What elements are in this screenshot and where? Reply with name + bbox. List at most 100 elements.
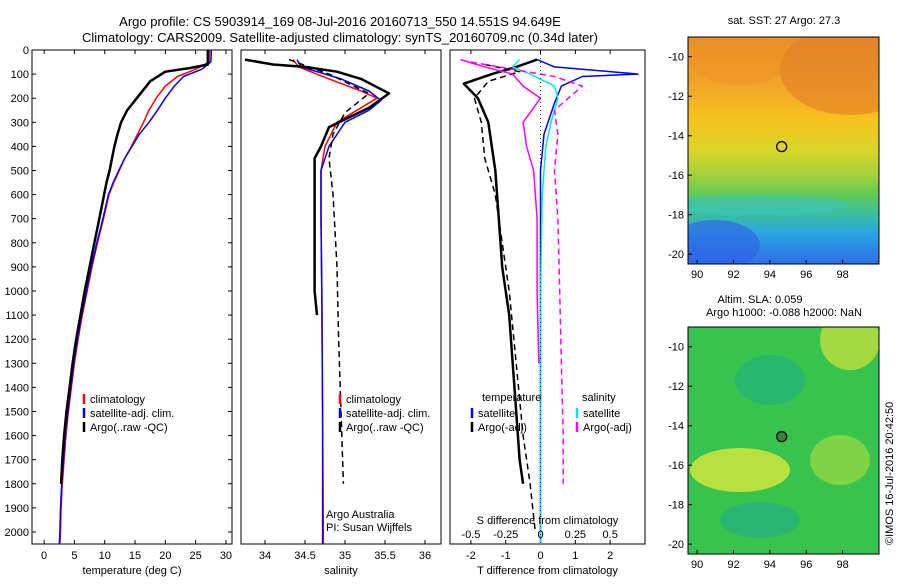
difference-series-line (460, 58, 542, 364)
depth-tick-label: 600 (11, 190, 29, 202)
sla-low-patch-2 (720, 502, 800, 538)
sla-high-patch-2 (690, 448, 790, 492)
depth-tick-label: 1800 (5, 479, 29, 491)
salinity-series-line (296, 59, 382, 544)
sla-low-patch (735, 355, 805, 405)
salinity-xtick-label: 35 (339, 550, 351, 562)
sst-warm-patch-2 (690, 37, 790, 85)
sst-map-ytick-label: -10 (668, 52, 684, 64)
sla-map-ytick-label: -14 (668, 421, 684, 433)
sst-map-frame (687, 36, 880, 265)
temperature-panel: 0100200300400500600700800900100011001200… (5, 45, 233, 577)
temperature-xlabel: temperature (deg C) (82, 565, 181, 577)
depth-tick-label: 700 (11, 214, 29, 226)
sal-legend-label: Argo(..raw -QC) (346, 422, 424, 434)
diff-legend-right-title: salinity (582, 392, 616, 404)
difference-xtick-label: -2 (466, 550, 476, 562)
depth-tick-label: 1500 (5, 406, 29, 418)
temperature-xtick-label: 0 (41, 550, 47, 562)
depth-tick-label: 0 (23, 45, 29, 57)
salinity-series-line (288, 58, 370, 484)
sla-map-ytick-label: -16 (668, 460, 684, 472)
sla-map-title1: Altim. SLA: 0.059 (718, 294, 803, 306)
diff-s-tick-label: -0.25 (493, 529, 518, 541)
diff-legend-label: satellite (478, 408, 515, 420)
sla-high-patch (820, 327, 879, 370)
depth-tick-label: 200 (11, 93, 29, 105)
sst-map-xtick-label: 92 (727, 269, 739, 281)
diff-legend-label: Argo(-adj) (583, 422, 632, 434)
temperature-axes-frame (31, 49, 233, 545)
sla-map-axes: 90 92 94 96 98 -10 -12 -14 -16 -18 -20 (668, 326, 880, 571)
diff-s-xlabel: S difference from climatology (477, 515, 619, 527)
diff-legend-left-title: temperature (482, 392, 541, 404)
sla-map-xtick-label: 94 (764, 559, 776, 571)
sla-high-patch-3 (810, 435, 870, 485)
sla-map-xtick-label: 98 (836, 559, 848, 571)
sla-argo-marker (776, 430, 788, 443)
sla-map-xtick-label: 96 (800, 559, 812, 571)
diff-s-tick-label: 0 (537, 529, 543, 541)
sst-cyan-patch (688, 195, 850, 215)
temperature-xtick-label: 10 (99, 550, 111, 562)
salinity-axes-frame (240, 49, 442, 545)
temperature-xtick-label: 20 (159, 550, 171, 562)
depth-tick-label: 900 (11, 262, 29, 274)
sla-map (688, 327, 879, 554)
difference-series-line (473, 63, 537, 533)
salinity-xtick-label: 34.5 (294, 550, 315, 562)
depth-tick-label: 400 (11, 141, 29, 153)
sst-warm-patch (780, 37, 879, 115)
temperature-xtick-label: 30 (220, 550, 232, 562)
sst-map-xtick-label: 90 (691, 269, 703, 281)
diff-s-tick-label: 0.5 (603, 529, 618, 541)
sst-map-ytick-label: -14 (668, 131, 684, 143)
temperature-xtick-label: 5 (71, 550, 77, 562)
depth-tick-label: 1200 (5, 334, 29, 346)
difference-xtick-label: 1 (572, 550, 578, 562)
depth-tick-label: 800 (11, 238, 29, 250)
temp-legend-label: satellite-adj. clim. (90, 408, 174, 420)
difference-xlabel: T difference from climatology (477, 565, 618, 577)
sla-map-ytick-label: -10 (668, 342, 684, 354)
sst-argo-marker (776, 140, 788, 153)
depth-tick-label: 1600 (5, 431, 29, 443)
salinity-panel: 34 34.5 35 35.5 36 salinity climatology satelli… (240, 49, 442, 577)
sst-cool-patch (688, 220, 760, 264)
sst-map-xtick-label: 94 (764, 269, 776, 281)
depth-tick-label: 1000 (5, 286, 29, 298)
depth-tick-label: 1900 (5, 503, 29, 515)
sla-map-ytick-label: -20 (668, 539, 684, 551)
sla-map-title2: Argo h1000: -0.088 h2000: NaN (706, 307, 862, 319)
temperature-xtick-label: 25 (190, 550, 202, 562)
header-line1: Argo profile: CS 5903914_169 08-Jul-2016… (119, 14, 561, 29)
depth-tick-label: 1300 (5, 358, 29, 370)
depth-tick-label: 1100 (5, 310, 29, 322)
depth-tick-label: 2000 (5, 527, 29, 539)
difference-series-line (462, 58, 538, 484)
salinity-xtick-label: 34 (259, 550, 271, 562)
salinity-xlabel: salinity (324, 565, 358, 577)
depth-tick-label: 300 (11, 117, 29, 129)
sst-map-axes: 90 92 94 96 98 -10 -12 -14 -16 -18 -20 (668, 36, 880, 281)
imos-watermark: ©IMOS 16-Jul-2016 20:42:50 (884, 402, 896, 545)
diff-legend-label: Argo(-adj) (478, 422, 527, 434)
difference-xtick-label: 2 (607, 550, 613, 562)
sla-map-ytick-label: -18 (668, 500, 684, 512)
sst-map (688, 37, 879, 264)
temperature-series-line (59, 50, 210, 484)
sst-map-title: sat. SST: 27 Argo: 27.3 (728, 15, 841, 27)
depth-tick-label: 500 (11, 165, 29, 177)
sla-map-xtick-label: 92 (727, 559, 739, 571)
depth-tick-label: 1700 (5, 455, 29, 467)
difference-xtick-label: 0 (537, 550, 543, 562)
depth-tick-label: 1400 (5, 382, 29, 394)
sal-annotation: Argo Australia (326, 509, 395, 521)
sst-map-xtick-label: 96 (800, 269, 812, 281)
temperature-xtick-label: 15 (129, 550, 141, 562)
sst-map-ytick-label: -12 (668, 91, 684, 103)
sst-map-xtick-label: 98 (836, 269, 848, 281)
sst-map-ytick-label: -20 (668, 249, 684, 261)
